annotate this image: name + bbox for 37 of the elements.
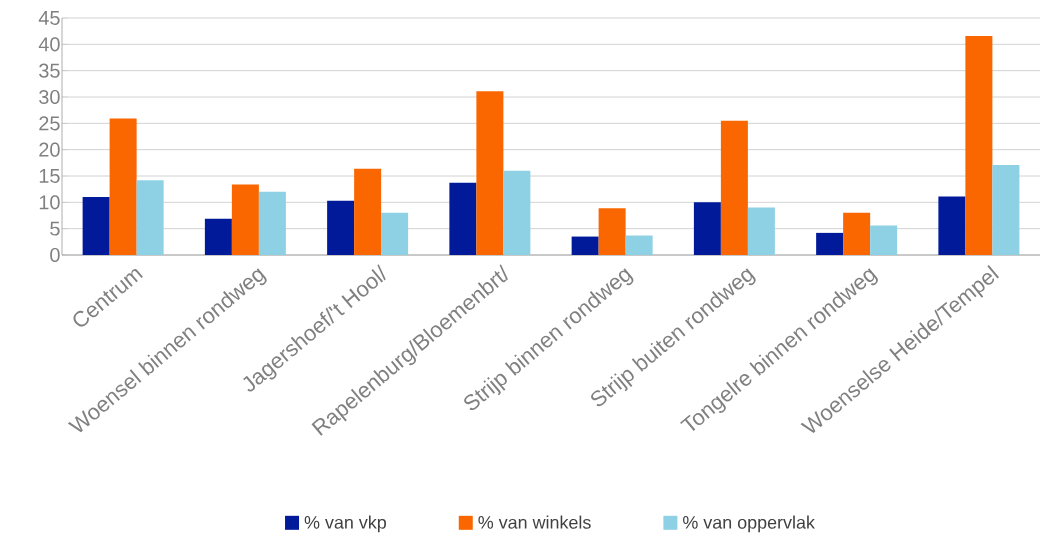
y-tick-label: 40 [38, 37, 60, 52]
y-tick-label: 15 [39, 169, 60, 183]
bar [625, 235, 653, 255]
bar [747, 207, 775, 255]
bar [381, 212, 409, 255]
bar [109, 118, 137, 255]
bar [571, 236, 599, 255]
bar [503, 170, 531, 255]
bar [327, 200, 355, 255]
bar [82, 197, 110, 255]
y-tick-label: 30 [39, 89, 60, 105]
bar [870, 225, 898, 255]
bar [136, 180, 164, 255]
bar [598, 208, 626, 255]
bar [231, 184, 259, 255]
y-tick-label: 10 [39, 195, 60, 210]
y-tick-label: 20 [39, 142, 60, 157]
y-tick-label: 0 [50, 247, 60, 263]
y-tick-label: 45 [38, 11, 60, 25]
legend-label: % van oppervlak [683, 515, 815, 533]
legend-label: % van vkp [304, 515, 386, 533]
bar [204, 218, 232, 255]
bar [843, 212, 871, 255]
bar [258, 191, 286, 255]
bar [476, 91, 504, 255]
y-tick-label: 35 [39, 63, 60, 78]
bar [693, 202, 721, 255]
bar [965, 35, 993, 255]
y-tick-label: 5 [50, 221, 60, 236]
bar [449, 182, 477, 255]
bar [938, 196, 966, 255]
legend-label: % van winkels [478, 515, 591, 529]
bar [992, 164, 1020, 255]
bar [354, 168, 382, 255]
bar [816, 232, 844, 255]
bar [720, 120, 748, 255]
y-tick-label: 25 [39, 116, 60, 131]
